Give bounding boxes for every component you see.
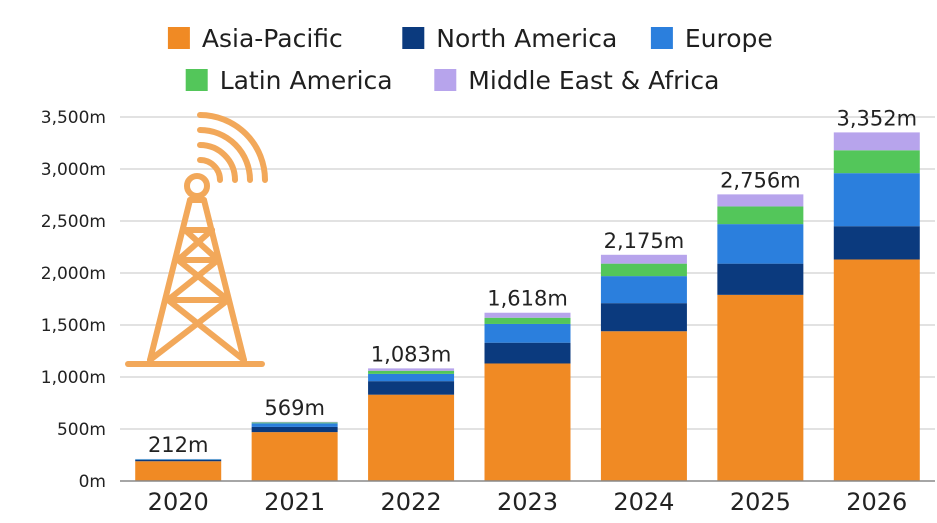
legend-label: Latin America xyxy=(220,66,393,95)
bar-stack: 2,175m xyxy=(600,229,687,481)
bar-segment xyxy=(368,381,455,395)
x-tick-label: 2024 xyxy=(613,488,674,516)
bar-segment xyxy=(251,432,338,481)
bar-segment xyxy=(135,459,222,462)
bar-segment xyxy=(368,370,455,374)
cell-tower-icon xyxy=(125,112,268,367)
legend-item: Middle East & Africa xyxy=(434,66,719,95)
bar-total-label: 1,083m xyxy=(371,342,452,366)
bar-segment xyxy=(484,312,571,318)
legend-label: North America xyxy=(436,24,617,53)
x-tick-label: 2021 xyxy=(264,488,325,516)
x-tick-label: 2020 xyxy=(148,488,209,516)
bar-stack: 212m xyxy=(135,433,222,481)
legend: Asia-Pacific North America Europe Latin Ame… xyxy=(167,24,773,95)
x-axis-ticks: 2020 2021 2022 2023 2024 2025 2026 xyxy=(148,488,908,516)
legend-label: Asia-Pacific xyxy=(202,24,343,53)
y-tick-label: 500m xyxy=(57,420,106,440)
bar-segment xyxy=(135,461,222,481)
y-tick-label: 3,500m xyxy=(41,108,106,128)
y-tick-label: 2,500m xyxy=(41,212,106,232)
y-tick-label: 2,000m xyxy=(41,264,106,284)
x-tick-label: 2022 xyxy=(381,488,442,516)
bar-segment xyxy=(833,259,920,481)
bar-segment xyxy=(600,331,687,481)
bar-total-label: 2,756m xyxy=(720,168,801,192)
legend-item: Latin America xyxy=(185,66,393,95)
legend-item: North America xyxy=(402,24,617,53)
bar-stack: 1,618m xyxy=(484,287,571,481)
legend-label: Middle East & Africa xyxy=(468,66,719,95)
bar-segment xyxy=(251,421,338,423)
legend-swatch xyxy=(434,69,457,91)
x-tick-label: 2026 xyxy=(846,488,907,516)
bar-segment xyxy=(717,263,804,295)
y-tick-label: 3,000m xyxy=(41,160,106,180)
bar-segment xyxy=(717,294,804,481)
bar-segment xyxy=(251,422,338,424)
bar-stack: 569m xyxy=(251,396,338,481)
bar-segment xyxy=(600,254,687,264)
bar-total-label: 212m xyxy=(148,433,209,457)
bar-segment xyxy=(600,263,687,277)
legend-swatch xyxy=(402,27,425,49)
bar-segment xyxy=(833,226,920,260)
bar-segment xyxy=(717,194,804,207)
legend-swatch xyxy=(185,69,208,91)
bar-segment xyxy=(484,323,571,343)
y-tick-label: 1,500m xyxy=(41,316,106,336)
legend-label: Europe xyxy=(685,24,773,53)
legend-item: Asia-Pacific xyxy=(167,24,343,53)
bar-segment xyxy=(251,426,338,433)
y-axis-ticks: 0m 500m 1,000m 1,500m 2,000m 2,500m 3,000m 3,50… xyxy=(41,108,106,492)
bar-segment xyxy=(135,459,222,460)
bar-segment xyxy=(833,173,920,227)
bars: 212m 569m 1,083m 1,618m 2,175m 2,756m 3,352m xyxy=(135,106,920,481)
legend-swatch xyxy=(650,27,673,49)
y-tick-label: 0m xyxy=(79,472,106,492)
bar-total-label: 1,618m xyxy=(487,287,568,311)
bar-segment xyxy=(484,317,571,324)
bar-stack: 1,083m xyxy=(368,342,455,481)
bar-stack: 3,352m xyxy=(833,106,920,481)
bar-segment xyxy=(251,423,338,427)
bar-segment xyxy=(368,368,455,371)
bar-segment xyxy=(717,206,804,225)
bar-segment xyxy=(833,150,920,174)
bar-segment xyxy=(717,224,804,264)
bar-segment xyxy=(600,303,687,332)
x-tick-label: 2025 xyxy=(730,488,791,516)
bar-total-label: 2,175m xyxy=(604,229,685,253)
x-tick-label: 2023 xyxy=(497,488,558,516)
bar-segment xyxy=(368,394,455,481)
bar-total-label: 3,352m xyxy=(836,106,917,130)
legend-item: Europe xyxy=(650,24,773,53)
bar-segment xyxy=(368,373,455,382)
bar-segment xyxy=(833,132,920,151)
bar-segment xyxy=(600,276,687,304)
bar-stack: 2,756m xyxy=(717,168,804,481)
y-tick-label: 1,000m xyxy=(41,368,106,388)
legend-swatch xyxy=(167,27,190,49)
bar-segment xyxy=(484,342,571,364)
bar-total-label: 569m xyxy=(264,396,325,420)
bar-segment xyxy=(484,363,571,481)
